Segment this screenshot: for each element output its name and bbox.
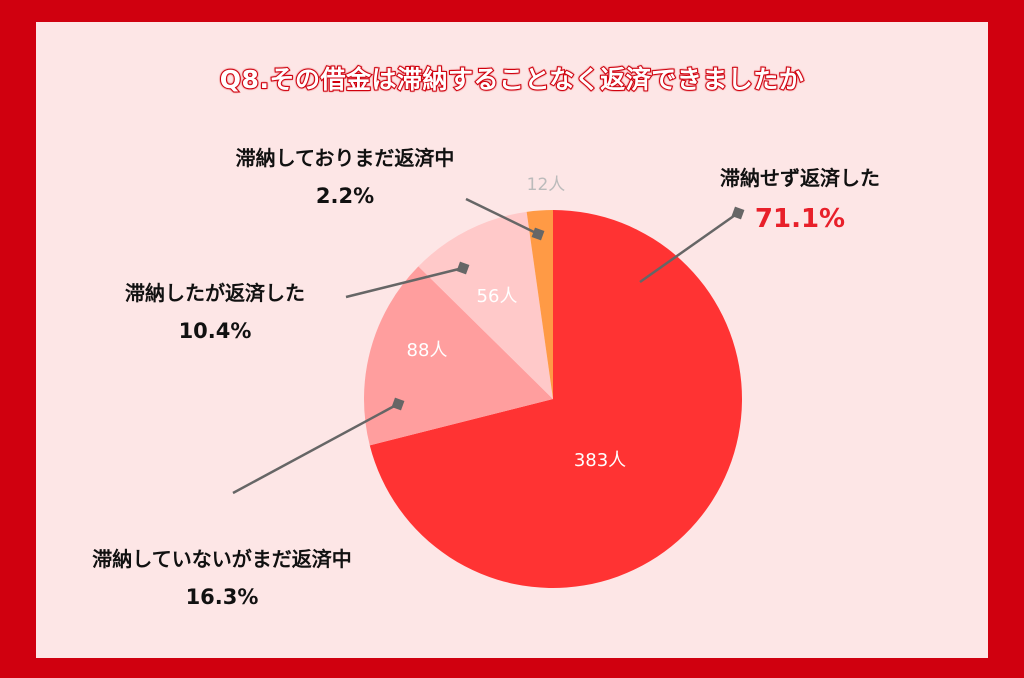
leader-line-2 [232,402,399,495]
slice-percent-label-1: 71.1% [755,204,845,234]
slice-count-label-1: 383人 [574,450,626,471]
chart-title: Q8.その借金は滞納することなく返済できましたか [219,64,805,95]
leader-marker-3 [456,261,470,275]
slice-category-label-2: 滞納していないがまだ返済中 [92,547,351,571]
pie-slice-4 [526,210,553,399]
pie-slice-2 [363,266,553,446]
slice-percent-label-2: 16.3% [186,585,259,609]
leader-line-4 [465,197,539,236]
slice-category-label-4: 滞納しておりまだ返済中 [236,146,455,170]
slice-count-label-2: 88人 [407,340,448,361]
slice-count-label-3: 56人 [477,286,518,307]
leader-marker-4 [531,227,545,241]
leader-marker-2 [391,397,405,411]
slice-percent-label-3: 10.4% [179,319,252,343]
slice-count-label-4: 12人 [527,175,566,195]
leader-line-3 [345,266,464,299]
leader-marker-1 [731,206,745,220]
pie-slice-3 [418,211,553,399]
slice-category-label-1: 滞納せず返済した [720,166,880,190]
leader-line-1 [639,211,739,284]
slice-category-label-3: 滞納したが返済した [125,281,305,305]
pie-slice-1 [369,210,743,588]
slice-percent-label-4: 2.2% [316,184,374,208]
